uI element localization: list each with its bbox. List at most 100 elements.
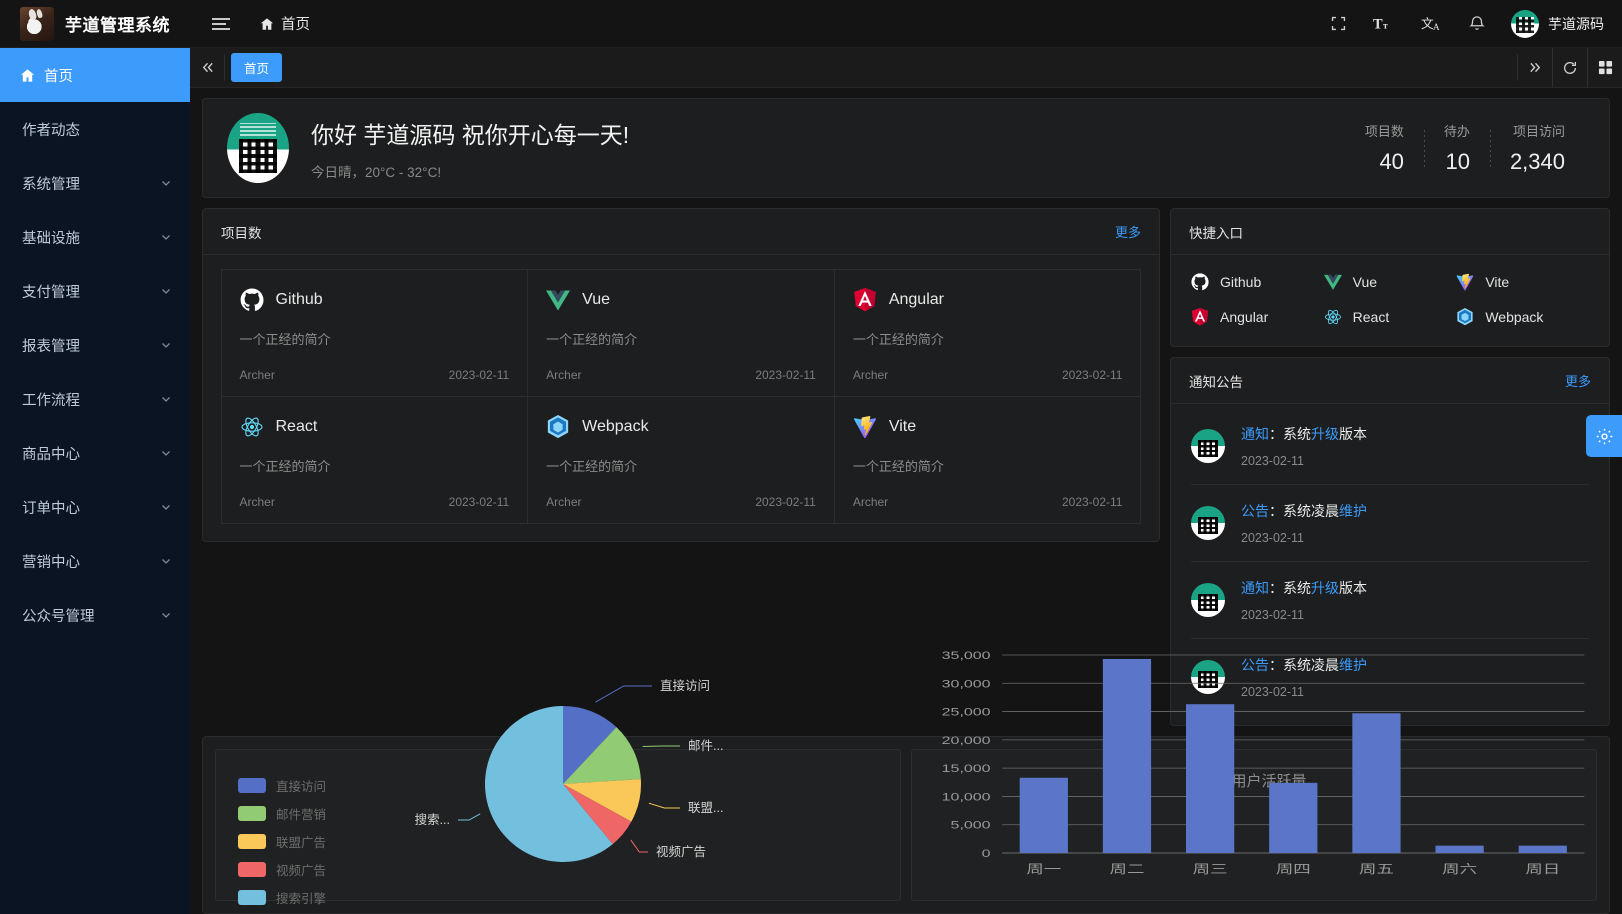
pie-slice[interactable] bbox=[563, 706, 617, 784]
project-card-webpack[interactable]: Webpack 一个正经的简介 Archer 2023-02-11 bbox=[527, 395, 835, 524]
bar[interactable] bbox=[1269, 782, 1318, 853]
sidebar-item-home[interactable]: 首页 bbox=[0, 48, 190, 102]
pie-slice[interactable] bbox=[485, 706, 613, 862]
quick-entry-react[interactable]: React bbox=[1324, 308, 1457, 326]
left-column: 项目数 更多 Github bbox=[202, 208, 1160, 726]
legend-item[interactable]: 视频广告 bbox=[238, 860, 326, 879]
notice-title[interactable]: 通知：系统升级版本 bbox=[1241, 580, 1367, 596]
home-icon bbox=[20, 68, 35, 83]
project-author: Archer bbox=[546, 494, 582, 509]
sidebar-item-payment-management[interactable]: 支付管理 bbox=[0, 264, 190, 318]
grid-icon[interactable] bbox=[1588, 48, 1622, 87]
sidebar-item-order-center[interactable]: 订单中心 bbox=[0, 480, 190, 534]
bar-chart-svg: 0 5,000 10,000 15,000 20,000 25,000 30,000 35,0… bbox=[942, 649, 1585, 877]
stat-project-count: 项目数 40 bbox=[1345, 121, 1424, 175]
sidebar-item-label: 报表管理 bbox=[22, 338, 80, 355]
brand[interactable]: 芋道管理系统 bbox=[0, 6, 196, 41]
quick-entry-vite[interactable]: Vite bbox=[1456, 273, 1589, 291]
notice-body: 公告：系统凌晨维护 2023-02-11 bbox=[1241, 501, 1367, 545]
quick-entry-label: Webpack bbox=[1485, 309, 1544, 325]
bar[interactable] bbox=[1102, 658, 1152, 853]
fullscreen-icon[interactable] bbox=[1330, 15, 1347, 32]
chevron-down-icon bbox=[160, 555, 172, 567]
settings-drawer-toggle[interactable] bbox=[1586, 415, 1622, 457]
legend-item[interactable]: 联盟广告 bbox=[238, 832, 326, 851]
vite-icon bbox=[1456, 273, 1474, 291]
font-size-icon[interactable]: T т bbox=[1373, 15, 1395, 32]
refresh-icon[interactable] bbox=[1553, 48, 1587, 87]
bar[interactable] bbox=[1435, 845, 1484, 853]
pie-label-leader bbox=[595, 685, 652, 703]
vue-icon bbox=[1323, 273, 1342, 291]
projects-more-link[interactable]: 更多 bbox=[1114, 225, 1141, 240]
quick-entry-angular[interactable]: Angular bbox=[1191, 308, 1324, 326]
project-footer: Archer 2023-02-11 bbox=[853, 495, 1123, 509]
project-date: 2023-02-11 bbox=[755, 367, 816, 382]
notice-mid: ：系统凌晨 bbox=[1269, 503, 1339, 519]
sidebar-item-official-account-management[interactable]: 公众号管理 bbox=[0, 588, 190, 642]
project-name: Vue bbox=[582, 290, 611, 308]
project-card-github[interactable]: Github 一个正经的简介 Archer 2023-02-11 bbox=[220, 268, 529, 397]
project-name: Angular bbox=[888, 290, 944, 308]
notice-body: 通知：系统升级版本 2023-02-11 bbox=[1241, 578, 1367, 622]
quick-entry-label: Github bbox=[1220, 274, 1262, 290]
sidebar-item-label: 作者动态 bbox=[22, 122, 80, 139]
pie-slice[interactable] bbox=[563, 784, 632, 845]
main-area: 首页 bbox=[190, 48, 1622, 914]
sidebar-item-workflow[interactable]: 工作流程 bbox=[0, 372, 190, 426]
list-item[interactable]: 公告：系统凌晨维护 2023-02-11 bbox=[1191, 639, 1589, 715]
project-card-angular[interactable]: Angular 一个正经的简介 Archer 2023-02-11 bbox=[833, 268, 1142, 397]
legend-swatch bbox=[238, 862, 266, 877]
project-name: Webpack bbox=[582, 417, 649, 435]
legend-item[interactable]: 直接访问 bbox=[238, 776, 326, 795]
legend-item[interactable]: 搜索引擎 bbox=[238, 888, 326, 907]
notice-avatar bbox=[1191, 660, 1225, 694]
double-chevron-left-icon[interactable] bbox=[190, 48, 224, 87]
notices-more-link[interactable]: 更多 bbox=[1564, 374, 1591, 389]
chevron-down-icon bbox=[160, 609, 172, 621]
notices-card: 通知公告 更多 通知：系统升级版本 2023-02-11 bbox=[1170, 357, 1610, 726]
quick-entry-vue[interactable]: Vue bbox=[1323, 273, 1457, 291]
chevron-down-icon bbox=[160, 231, 172, 243]
notice-title[interactable]: 公告：系统凌晨维护 bbox=[1241, 657, 1367, 673]
bar[interactable] bbox=[1019, 777, 1068, 853]
tab-home[interactable]: 首页 bbox=[231, 53, 283, 82]
bar[interactable] bbox=[1186, 704, 1235, 853]
double-chevron-right-icon[interactable] bbox=[1518, 48, 1552, 87]
toolbar-divider bbox=[1587, 48, 1588, 87]
sidebar-item-report-management[interactable]: 报表管理 bbox=[0, 318, 190, 372]
bar[interactable] bbox=[1352, 713, 1401, 853]
list-item[interactable]: 通知：系统升级版本 2023-02-11 bbox=[1191, 408, 1589, 485]
notice-title[interactable]: 公告：系统凌晨维护 bbox=[1241, 503, 1367, 519]
list-item[interactable]: 公告：系统凌晨维护 2023-02-11 bbox=[1191, 485, 1589, 562]
sidebar-item-system-management[interactable]: 系统管理 bbox=[0, 156, 190, 210]
notice-body: 公告：系统凌晨维护 2023-02-11 bbox=[1241, 655, 1367, 699]
sidebar-item-infrastructure[interactable]: 基础设施 bbox=[0, 210, 190, 264]
quick-entry-github[interactable]: Github bbox=[1191, 273, 1324, 291]
project-card-vue[interactable]: Vue 一个正经的简介 Archer 2023-02-11 bbox=[527, 268, 835, 397]
quick-entry-webpack[interactable]: Webpack bbox=[1456, 308, 1589, 326]
notice-prefix: 通知 bbox=[1241, 426, 1269, 442]
legend-item[interactable]: 邮件营销 bbox=[238, 804, 326, 823]
sidebar-item-author-news[interactable]: 作者动态 bbox=[0, 102, 190, 156]
notice-title[interactable]: 通知：系统升级版本 bbox=[1241, 426, 1367, 442]
notices-header: 通知公告 更多 bbox=[1171, 358, 1609, 404]
sidebar-item-marketing-center[interactable]: 营销中心 bbox=[0, 534, 190, 588]
sidebar-item-product-center[interactable]: 商品中心 bbox=[0, 426, 190, 480]
x-axis-tick-label: 周四 bbox=[1276, 863, 1311, 877]
user-menu[interactable]: 芋道源码 bbox=[1511, 9, 1604, 38]
list-item[interactable]: 通知：系统升级版本 2023-02-11 bbox=[1191, 562, 1589, 639]
bar[interactable] bbox=[1518, 845, 1567, 853]
menu-icon[interactable] bbox=[212, 17, 234, 30]
pie-label-leader bbox=[630, 839, 648, 853]
bell-icon[interactable] bbox=[1469, 15, 1485, 32]
project-card-react[interactable]: React 一个正经的简介 Archer 2023-02-11 bbox=[220, 395, 529, 524]
project-footer: Archer 2023-02-11 bbox=[546, 495, 816, 509]
project-card-vite[interactable]: Vite 一个正经的简介 Archer 2023-02-11 bbox=[833, 395, 1142, 524]
pie-slice[interactable] bbox=[563, 779, 641, 822]
notice-prefix: 公告 bbox=[1241, 657, 1269, 673]
pie-slice[interactable] bbox=[563, 727, 641, 784]
translate-icon[interactable]: 文 A bbox=[1421, 15, 1443, 33]
top-breadcrumb-home[interactable]: 首页 bbox=[260, 13, 310, 34]
